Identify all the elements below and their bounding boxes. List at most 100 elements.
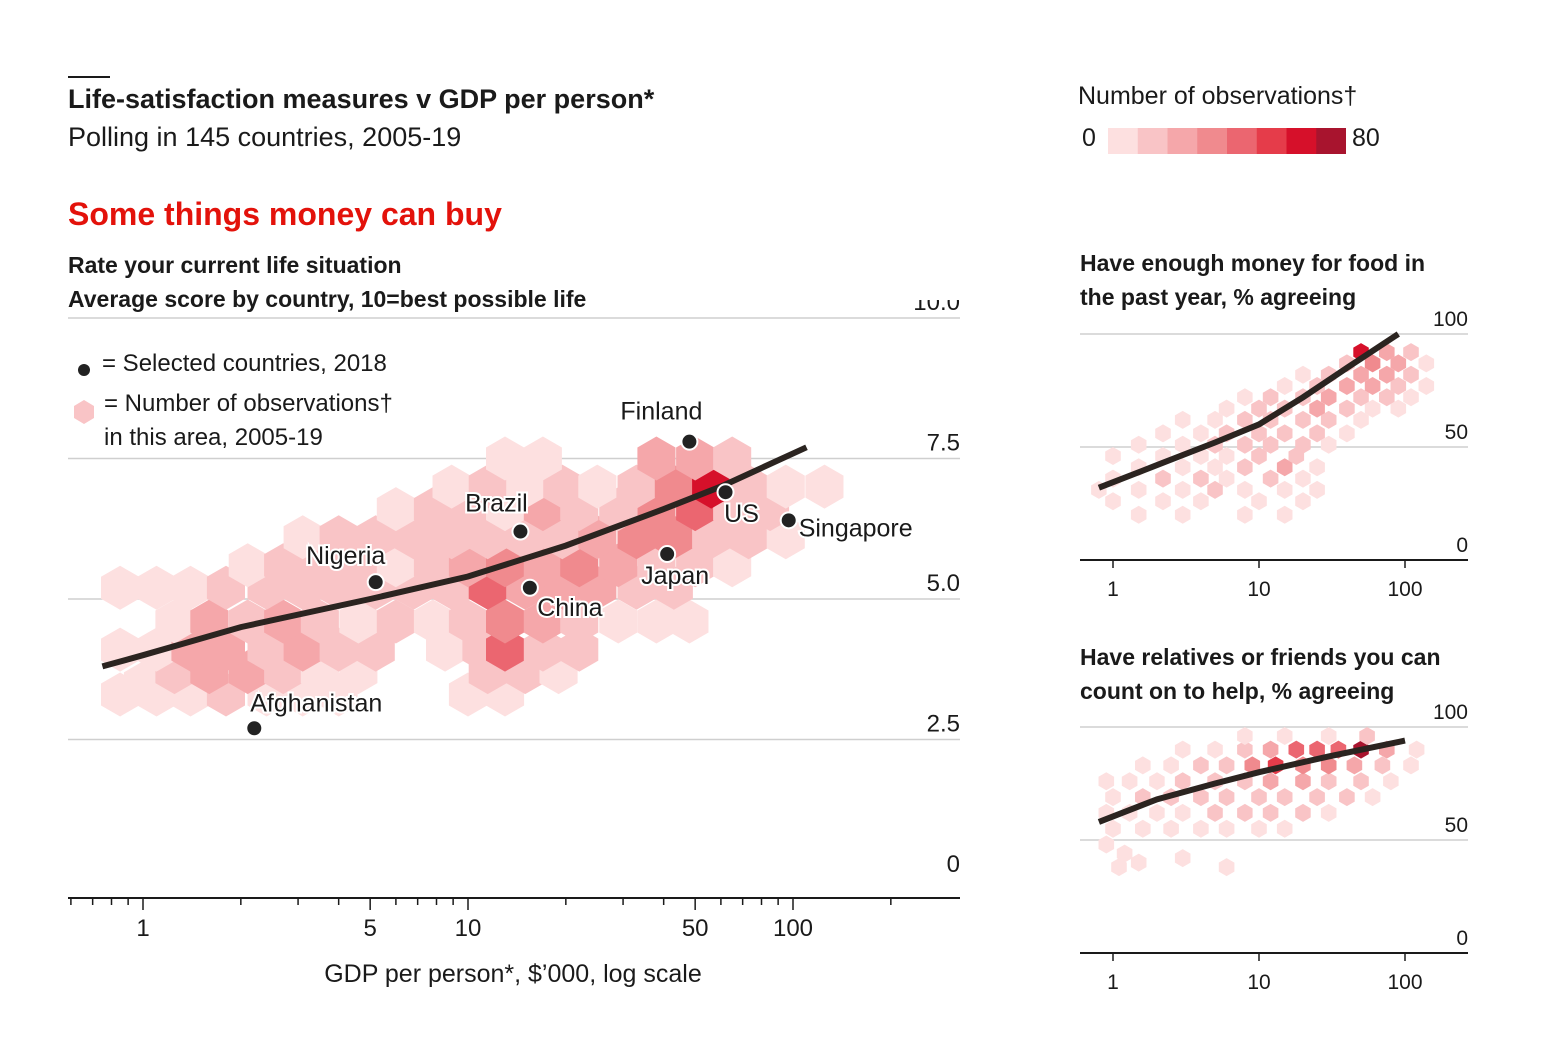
hexbin-cell: [1364, 354, 1381, 373]
y-tick-label: 0: [1456, 534, 1468, 557]
hexbin-cell: [1135, 756, 1151, 775]
x-tick-label: 1: [1107, 971, 1119, 994]
hexbin-cell: [1193, 469, 1209, 488]
hexbin-cell: [1383, 772, 1399, 791]
y-tick-label: 100: [1433, 308, 1468, 331]
hexbin-cell: [1364, 788, 1381, 807]
hexbin-cell: [1193, 788, 1209, 807]
friends-chart-title: Have relatives or friends you can: [1080, 644, 1441, 670]
hexbin-cell: [155, 599, 194, 644]
country-dot: [716, 483, 735, 502]
hexbin-cell: [448, 599, 488, 644]
hexbin-cell: [1218, 469, 1235, 488]
x-tick-label: 10: [1247, 578, 1270, 601]
legend-swatch: [1316, 128, 1346, 154]
country-label: Singapore: [799, 514, 913, 542]
hexbin-cell: [1130, 435, 1147, 454]
hexbin-cell: [599, 599, 638, 644]
country-dot: [658, 545, 677, 564]
hexbin-cell: [1218, 819, 1235, 838]
country-label: Nigeria: [306, 542, 385, 570]
trend-line: [1097, 331, 1400, 491]
x-tick-label: 50: [682, 915, 709, 942]
hexbin-cell: [1418, 377, 1435, 395]
hexbin-cell: [1276, 377, 1293, 395]
food-chart-title: Have enough money for food in: [1080, 250, 1426, 276]
hexbin-cell: [1130, 505, 1147, 524]
hexbin-cell: [1353, 410, 1369, 429]
page-subtitle: Polling in 145 countries, 2005-19: [68, 122, 462, 152]
hexbin-cell: [1174, 435, 1191, 454]
hexbin-cell: [1346, 756, 1363, 775]
x-tick-label: 1: [136, 915, 149, 942]
hexbin-cell: [283, 515, 322, 560]
country-dot: [366, 573, 385, 592]
hexbin-cell: [1403, 388, 1419, 407]
y-tick-label: 0: [947, 851, 960, 878]
y-tick-label: 100: [1433, 701, 1468, 724]
hexbin-cell: [1237, 505, 1253, 524]
hexbin-cell: [543, 464, 582, 509]
hexbin-cell: [1149, 803, 1165, 822]
hexbin-cell: [1403, 365, 1419, 384]
hexbin-cell: [560, 627, 599, 672]
hexbin-cell: [319, 515, 358, 560]
main-chart: 0 2.5 5.0 7.5 10.0 1 5 10 50 100 GDP per person*, …: [68, 300, 960, 988]
hexbin-cell: [1309, 480, 1325, 499]
y-tick-label: 10.0: [913, 300, 960, 316]
title-rule: [68, 76, 110, 78]
trend-line: [1097, 737, 1406, 825]
hexbin-cell: [356, 515, 395, 560]
hexbin-cell: [1309, 424, 1325, 443]
hexbin-cell: [376, 599, 415, 644]
hexbin-cell: [228, 599, 267, 644]
y-tick-label: 7.5: [927, 430, 960, 457]
hexbin-cell: [1309, 399, 1325, 418]
hexbin-cell: [1320, 410, 1337, 429]
hexbin-cell: [1207, 410, 1223, 429]
country-dot: [779, 511, 798, 530]
trend-line: [101, 444, 808, 670]
hexbin-cell: [617, 515, 656, 560]
hexbin-cell: [1237, 410, 1253, 429]
hexbin-cell: [1193, 424, 1209, 443]
hexbin-cell: [1320, 435, 1337, 454]
hexbin-cell: [486, 599, 525, 644]
hexbin-cell: [339, 599, 378, 644]
hexbin-cell: [1193, 819, 1209, 838]
hexbin-cell: [1276, 727, 1293, 745]
hexbin-cell: [1403, 343, 1419, 362]
hexbin-cell: [523, 599, 562, 644]
x-tick-label: 5: [363, 915, 376, 942]
country-dot: [245, 719, 264, 738]
key-hex-text-2: in this area, 2005-19: [104, 424, 323, 451]
hexbin-cell: [1364, 377, 1381, 395]
hexbin-cell: [1379, 365, 1395, 384]
hexbin-cell: [1251, 788, 1267, 807]
hexbin-cell: [1237, 388, 1253, 407]
hexbin-cell: [1155, 492, 1171, 511]
hexbin-cell: [264, 599, 303, 644]
legend-swatch: [1227, 128, 1258, 154]
hexbin-cell: [1403, 756, 1419, 775]
hexbin-cell: [1339, 377, 1355, 395]
headline: Some things money can buy: [68, 196, 502, 232]
food-chart: 0 50 100 1 10 100: [1080, 308, 1468, 601]
page-title: Life-satisfaction measures v GDP per per…: [68, 84, 655, 114]
legend-swatch: [1167, 128, 1198, 154]
friends-chart: 0 50 100 1 10 100: [1080, 701, 1468, 994]
hexbin-cell: [1359, 727, 1375, 745]
hexbin-cell: [1309, 788, 1325, 807]
hexbin-cell: [637, 436, 676, 481]
hexbin-cell: [1207, 740, 1223, 759]
hexbin-cell: [1237, 435, 1253, 454]
x-axis-title: GDP per person*, $’000, log scale: [324, 960, 702, 988]
hexbin-cell: [1295, 492, 1311, 511]
legend-swatch: [1256, 128, 1287, 154]
hexbin-cell: [1163, 756, 1179, 775]
food-chart-title-line2: the past year, % agreeing: [1080, 284, 1357, 310]
hexbin-cell: [1262, 469, 1279, 488]
hexbin-cell: [228, 543, 267, 588]
hexbin-cell: [670, 599, 709, 644]
hexbin-cell: [319, 627, 358, 672]
